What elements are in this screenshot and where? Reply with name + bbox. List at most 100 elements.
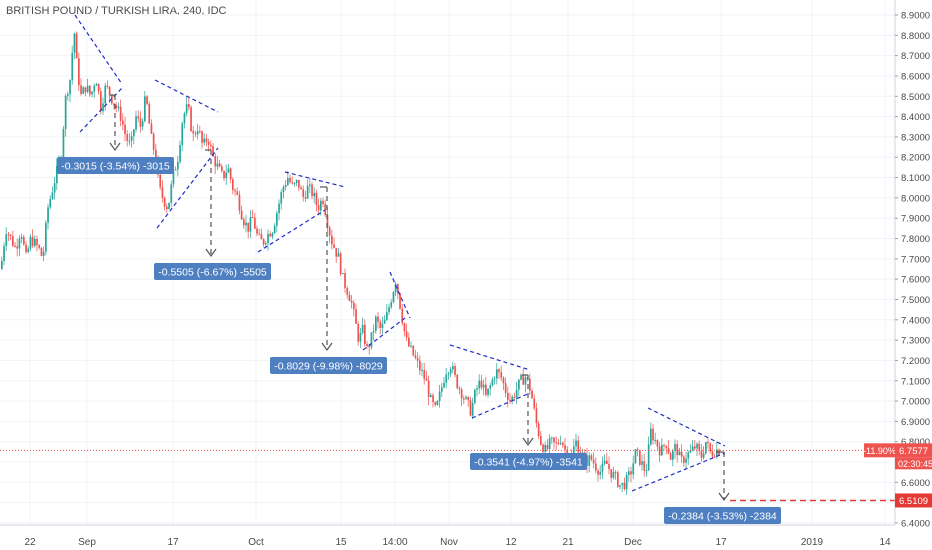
measure-label: -0.2384 (-3.53%) -2384 <box>668 511 777 523</box>
current-price-badge-bg <box>895 443 932 458</box>
candle-down <box>713 456 716 458</box>
candle-up <box>390 302 393 308</box>
pattern-line <box>362 317 406 351</box>
candle-down <box>229 168 232 180</box>
pattern-line <box>257 209 326 253</box>
candle-down <box>480 380 483 388</box>
current-price-badge: 6.7577 <box>899 446 928 457</box>
price-tick-label: 7.4000 <box>901 315 930 326</box>
candle-up <box>135 116 137 130</box>
candle-down <box>115 105 118 108</box>
candle-up <box>524 377 527 385</box>
candle-up <box>73 33 76 53</box>
candle-down <box>590 455 593 460</box>
candle-down <box>414 355 417 358</box>
candle-down <box>205 138 208 142</box>
candle-down <box>467 396 470 401</box>
candle-up <box>603 460 606 464</box>
candle-up <box>128 140 131 142</box>
candle-down <box>344 273 346 289</box>
pattern-line <box>471 392 531 419</box>
candle-down <box>529 378 531 391</box>
candle-down <box>513 396 516 398</box>
candle-down <box>485 384 487 395</box>
time-tick-label: 22 <box>24 537 36 548</box>
candle-down <box>106 85 109 87</box>
candle-up <box>203 138 206 143</box>
candle-down <box>258 233 261 235</box>
candle-down <box>346 288 349 295</box>
candle-down <box>700 450 703 458</box>
time-axis[interactable]: 22 Sep 17 Oct 15 14:00 Nov 12 21 Dec 17 2019 14 <box>0 524 895 548</box>
candle-down <box>614 472 617 474</box>
countdown-badge: 02:30:45 <box>898 459 932 469</box>
candle-up <box>18 238 21 249</box>
candle-down <box>405 331 408 338</box>
pattern-line <box>156 147 219 229</box>
candle-down <box>397 284 399 294</box>
candle-up <box>179 145 181 162</box>
candle-up <box>49 198 52 208</box>
candle-down <box>377 316 379 322</box>
candle-up <box>34 238 36 246</box>
countdown-badge-bg <box>895 457 932 470</box>
candle-up <box>69 79 71 95</box>
candle-down <box>238 194 241 211</box>
candle-up <box>196 131 199 135</box>
candle-down <box>537 423 540 437</box>
candle-down <box>40 247 43 256</box>
candle-down <box>399 293 401 309</box>
price-tick-label: 8.8000 <box>901 31 930 42</box>
candle-down <box>84 87 87 93</box>
candle-down <box>166 206 168 210</box>
candle-up <box>174 169 177 171</box>
candle-up <box>177 161 179 170</box>
candle-down <box>454 366 456 375</box>
candle-down <box>7 234 10 236</box>
price-tick-label: 8.7000 <box>901 51 930 62</box>
measure-label-bg <box>57 157 174 174</box>
candle-up <box>489 385 492 389</box>
candle-down <box>16 246 19 249</box>
candle-down <box>694 446 696 449</box>
candle-down <box>509 399 511 401</box>
candle-up <box>284 185 287 187</box>
candle-down <box>12 236 14 246</box>
candle-down <box>709 443 712 452</box>
candle-down <box>498 369 500 373</box>
candle-down <box>326 215 329 228</box>
candle-down <box>322 200 324 204</box>
candle-up <box>168 202 170 210</box>
candle-up <box>619 485 621 487</box>
candle-down <box>119 106 122 121</box>
candle-up <box>599 471 602 475</box>
candle-up <box>491 379 494 386</box>
pattern-line <box>647 407 726 447</box>
candle-down <box>315 192 318 206</box>
candle-down <box>403 323 406 332</box>
change-badge: -11.90% <box>863 446 896 456</box>
candle-up <box>337 253 340 257</box>
candle-down <box>247 222 250 232</box>
price-badges: -11.90% 6.7577 02:30:45 6.5109 <box>863 443 932 508</box>
price-tick-label: 8.0000 <box>901 193 930 204</box>
candle-down <box>298 179 300 188</box>
candle-up <box>67 94 69 96</box>
candle-up <box>309 184 311 186</box>
candle-down <box>658 446 661 456</box>
candle-down <box>113 103 115 106</box>
candle-down <box>335 247 338 257</box>
candle-down <box>610 469 613 478</box>
candle-down <box>300 187 302 190</box>
time-tick-label: 15 <box>335 537 347 548</box>
candle-down <box>223 170 225 179</box>
price-tick-label: 8.1000 <box>901 173 930 184</box>
candle-up <box>5 234 8 247</box>
candle-up <box>361 324 364 333</box>
candle-down <box>368 346 371 348</box>
candle-up <box>245 222 247 226</box>
candle-up <box>95 84 98 86</box>
candle-down <box>458 388 461 390</box>
candle-down <box>155 149 157 161</box>
